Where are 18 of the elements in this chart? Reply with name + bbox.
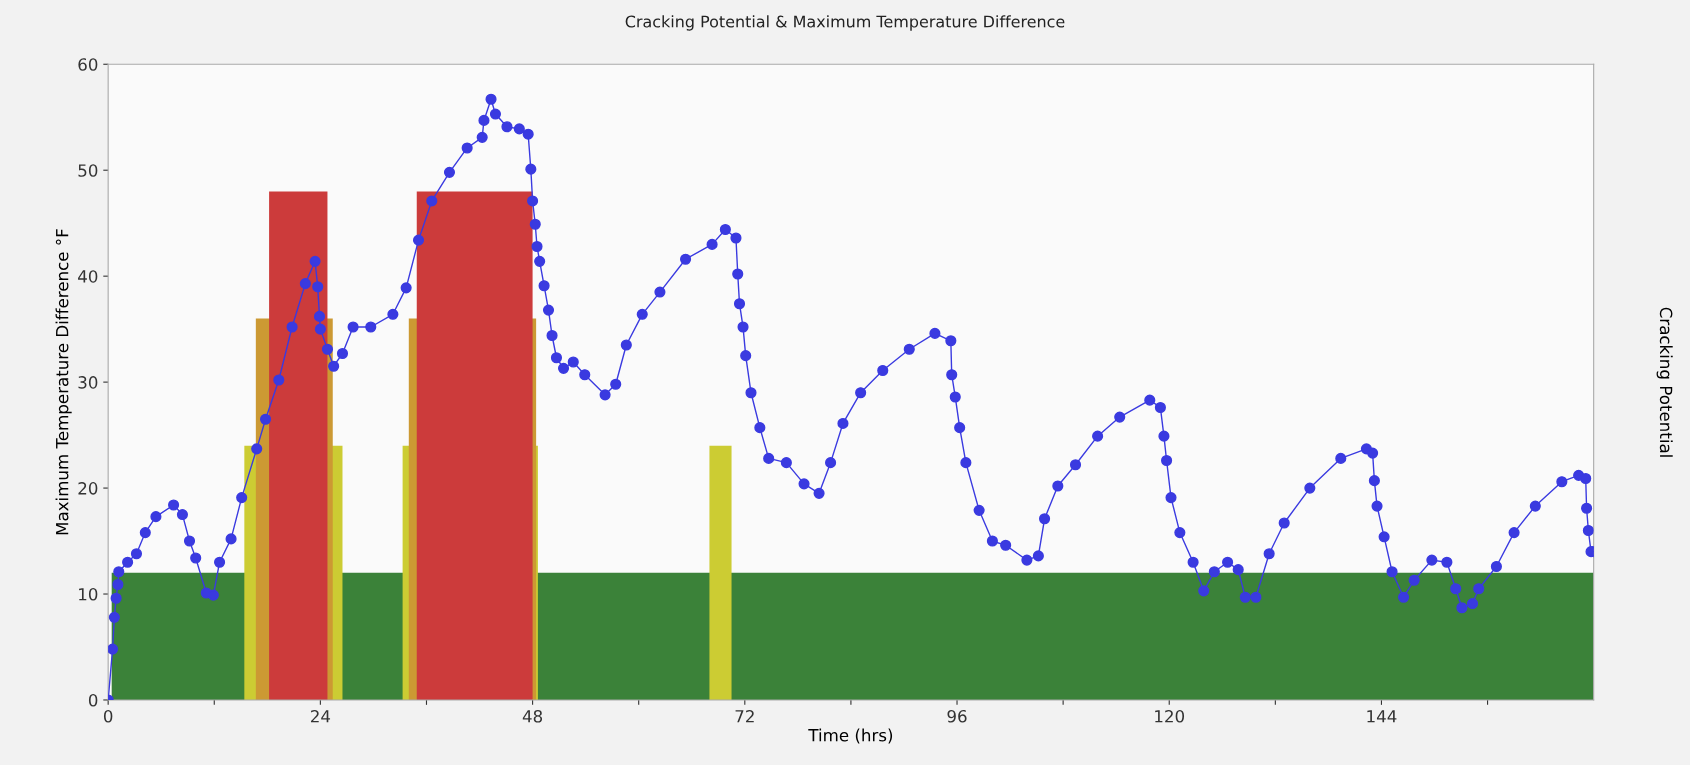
y-tick-label: 10: [79, 587, 98, 601]
x-tick-label: 72: [735, 709, 754, 723]
y-tick-label: 60: [78, 58, 98, 71]
y2-axis-title: Cracking Potential: [1656, 307, 1673, 457]
y-axis-title: Maximum Temperature Difference °F: [55, 229, 72, 535]
y-tick-label: 50: [78, 164, 98, 177]
x-tick-label: 0: [103, 709, 113, 723]
x-tick-label: 120: [1155, 709, 1185, 723]
x-tick-label: 48: [522, 709, 543, 723]
x-tick-label: 24: [310, 709, 331, 723]
x-axis-title: Time (hrs): [808, 728, 893, 744]
y-tick-label: 30: [78, 376, 98, 389]
x-tick-label: 96: [947, 709, 967, 723]
chart-title: Cracking Potential & Maximum Temperature Difference: [625, 15, 1065, 31]
y-tick-label: 0: [88, 693, 98, 707]
x-tick-label: 144: [1367, 710, 1397, 723]
y-tick-label: 20: [78, 482, 98, 495]
y-tick-label: 40: [78, 270, 98, 283]
